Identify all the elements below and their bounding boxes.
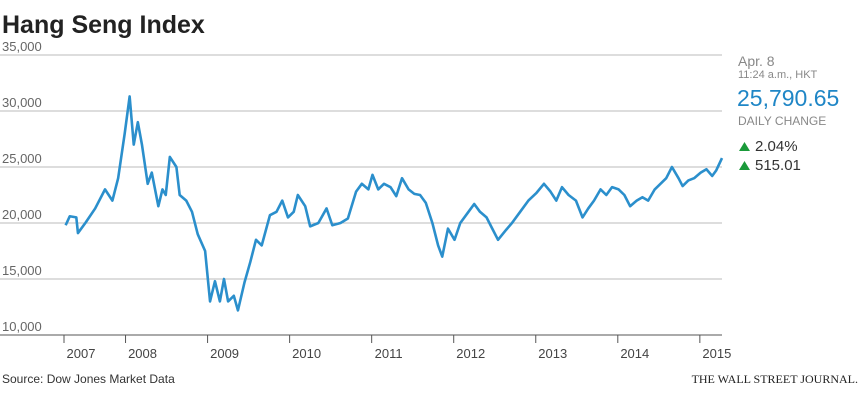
source: Source: Dow Jones Market Data (2, 372, 175, 386)
y-tick-label: 10,000 (2, 319, 42, 334)
quote-time: 11:24 a.m., HKT (738, 69, 818, 81)
x-tick-label: 2014 (620, 346, 649, 361)
chart-title: Hang Seng Index (2, 11, 205, 39)
y-tick-label: 20,000 (2, 207, 42, 222)
x-tick-label: 2013 (538, 346, 567, 361)
y-tick-label: 35,000 (2, 39, 42, 54)
up-arrow (739, 142, 750, 151)
x-tick-label: 2012 (456, 346, 485, 361)
x-tick-label: 2009 (210, 346, 239, 361)
y-tick-label: 30,000 (2, 95, 42, 110)
change-pct: 2.04% (755, 138, 798, 155)
publisher: THE WALL STREET JOURNAL. (692, 372, 858, 386)
x-tick-label: 2011 (375, 346, 403, 361)
y-tick-label: 25,000 (2, 151, 42, 166)
change-pts: 515.01 (755, 157, 801, 174)
y-tick-label: 15,000 (2, 263, 42, 278)
x-tick-label: 2010 (292, 346, 321, 361)
x-tick-label: 2015 (702, 346, 731, 361)
up-arrow (739, 161, 750, 170)
quote-price: 25,790.65 (737, 85, 839, 111)
x-tick-label: 2007 (67, 346, 96, 361)
change-label: DAILY CHANGE (738, 114, 826, 128)
quote-date: Apr. 8 (738, 53, 775, 69)
price-line (64, 95, 724, 312)
x-tick-label: 2008 (128, 346, 157, 361)
